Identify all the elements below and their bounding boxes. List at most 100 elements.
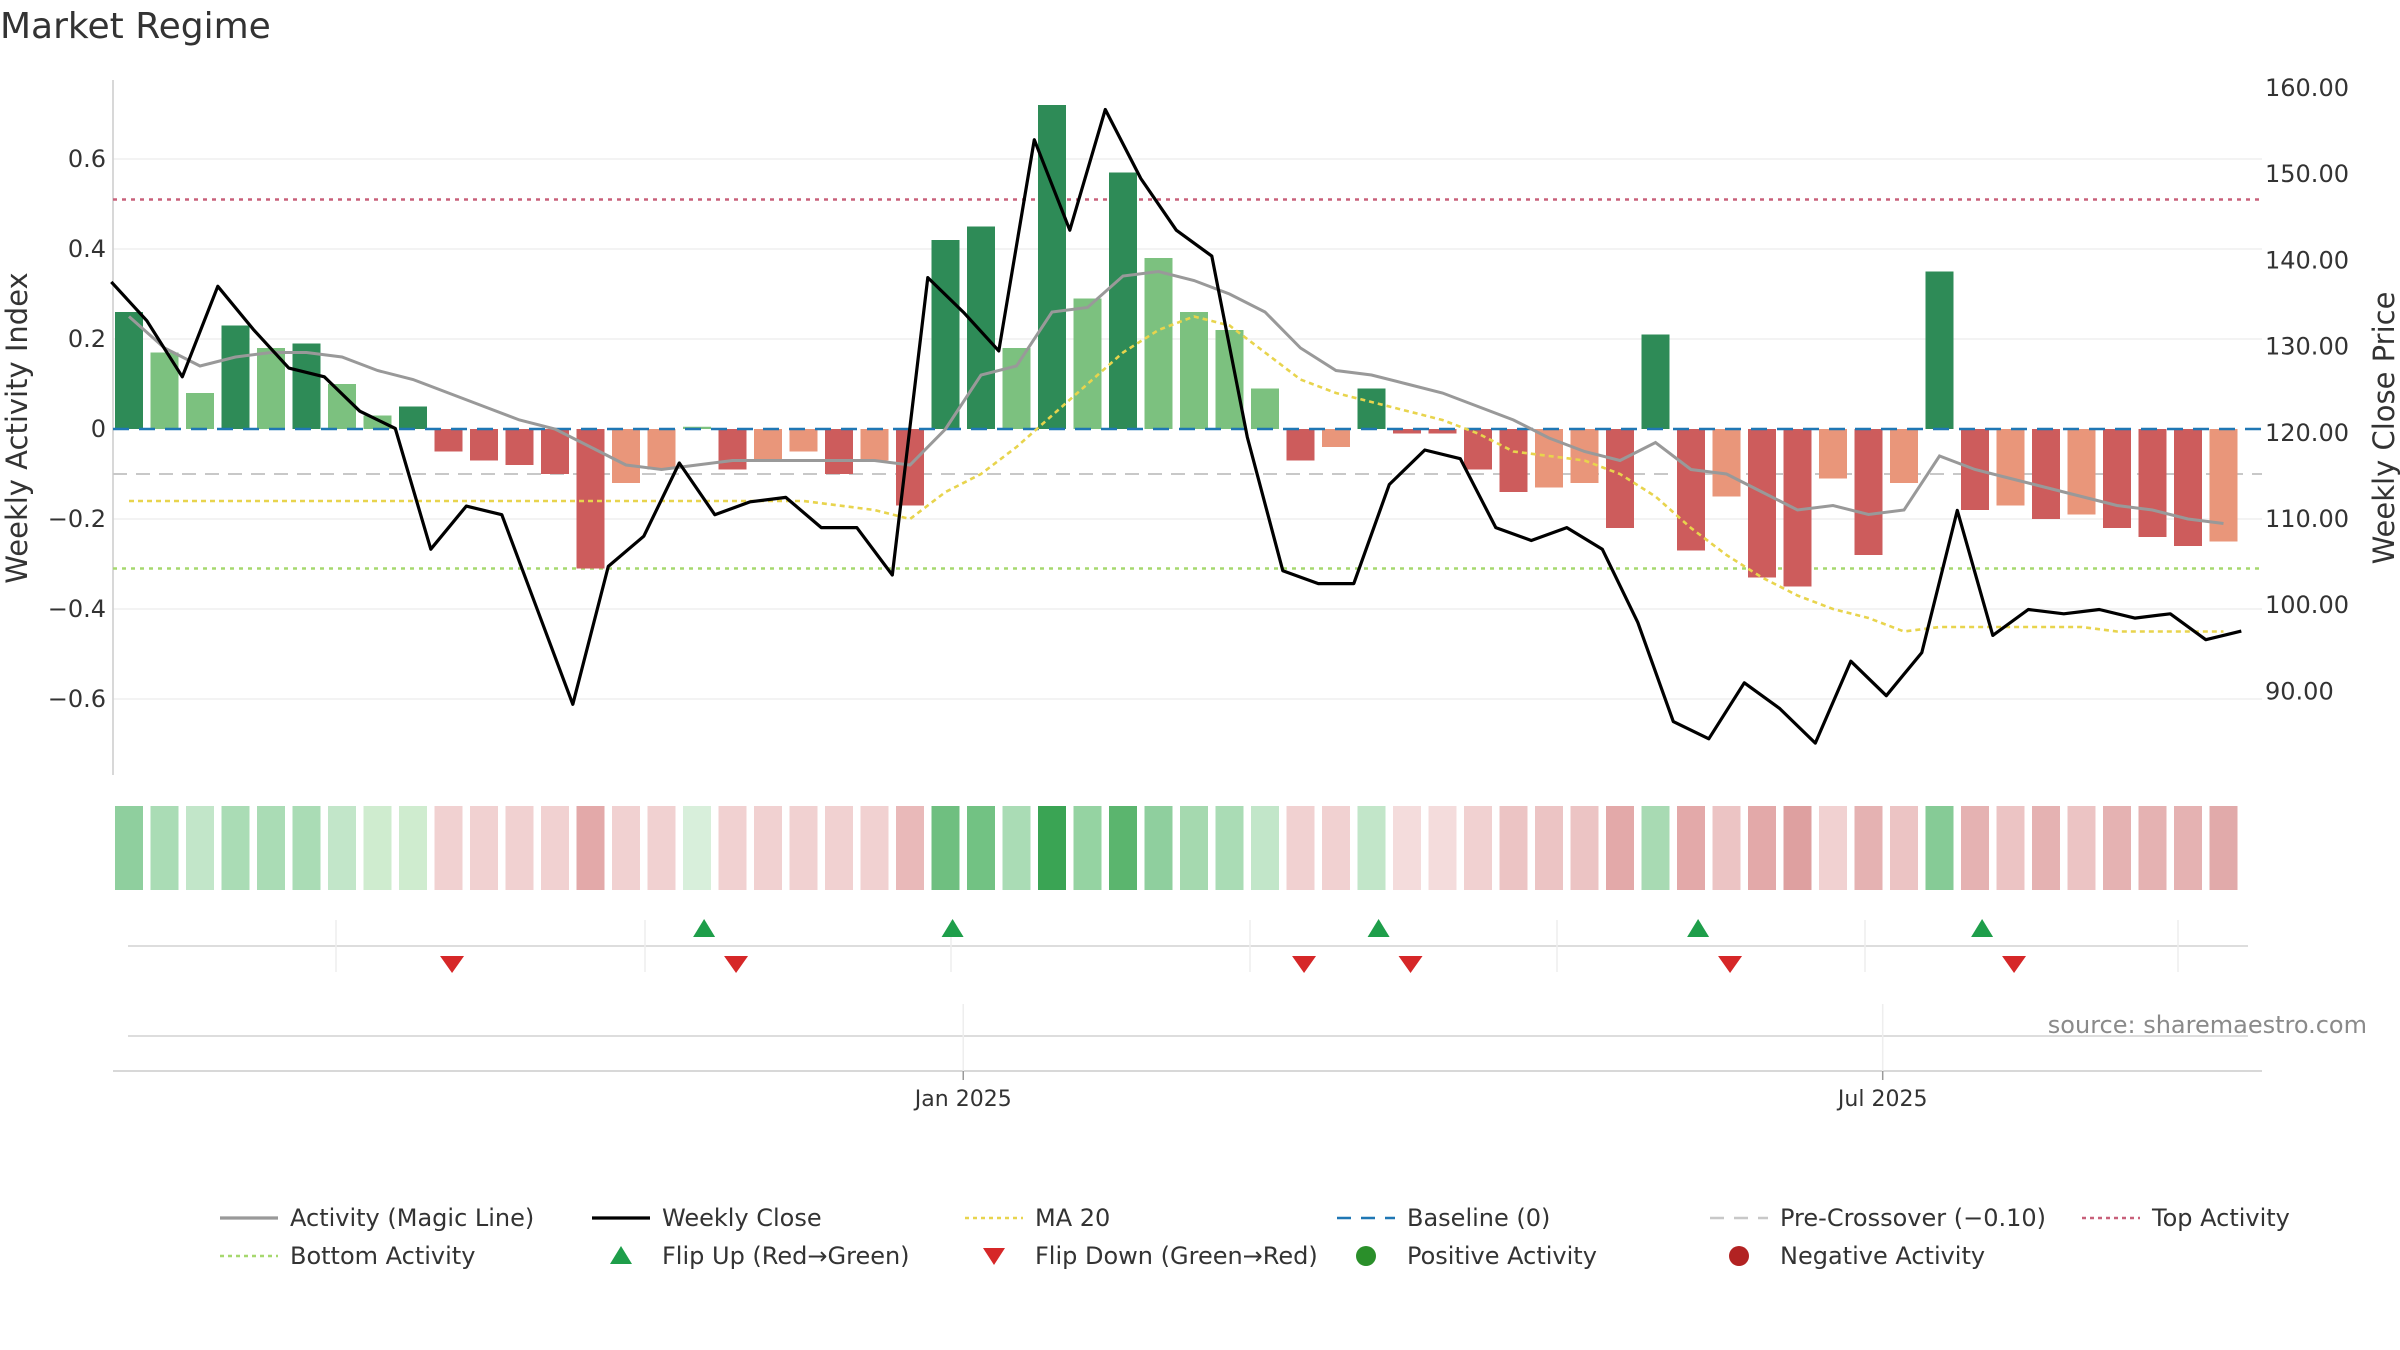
strip-cell-6 <box>328 806 356 890</box>
strip-cell-32 <box>1251 806 1279 890</box>
strip-cell-34 <box>1322 806 1350 890</box>
activity-bar-33 <box>1286 429 1315 461</box>
activity-bar-11 <box>505 429 534 465</box>
activity-bar-48 <box>1819 429 1847 479</box>
legend: Activity (Magic Line) Weekly Close MA 20 Ba… <box>220 1204 2290 1270</box>
strip-cell-37 <box>1428 806 1457 890</box>
regime-strip <box>115 806 2238 890</box>
activity-bar-8 <box>399 406 427 429</box>
activity-bar-43 <box>1641 334 1670 429</box>
strip-cell-36 <box>1393 806 1421 890</box>
legend-label-3: Baseline (0) <box>1407 1204 1550 1232</box>
legend-item-1: Weekly Close <box>592 1204 822 1232</box>
legend-label-2: MA 20 <box>1035 1204 1110 1232</box>
strip-cell-24 <box>967 806 995 890</box>
activity-bar-59 <box>2209 429 2238 542</box>
strip-cell-38 <box>1464 806 1492 890</box>
activity-bar-10 <box>470 429 498 461</box>
legend-item-6: Bottom Activity <box>220 1242 475 1270</box>
strip-cell-19 <box>789 806 818 890</box>
legend-label-6: Bottom Activity <box>290 1242 475 1270</box>
legend-label-4: Pre-Crossover (−0.10) <box>1780 1204 2046 1232</box>
activity-bar-57 <box>2138 429 2167 537</box>
strip-cell-29 <box>1144 806 1173 890</box>
left-tick-6: −0.6 <box>48 685 106 713</box>
activity-bar-20 <box>825 429 853 474</box>
right-tick-3: 130.00 <box>2265 333 2349 361</box>
strip-cell-15 <box>647 806 676 890</box>
activity-bar-32 <box>1251 388 1279 429</box>
ma20-line <box>129 315 2224 633</box>
legend-swatch-9 <box>1356 1246 1376 1266</box>
date-tick-0: Jan 2025 <box>913 1087 1012 1112</box>
activity-bar-37 <box>1428 429 1457 434</box>
strip-cell-58 <box>2174 806 2202 890</box>
legend-label-0: Activity (Magic Line) <box>290 1204 534 1232</box>
strip-cell-41 <box>1570 806 1599 890</box>
flip-down-marker-5 <box>2002 956 2027 973</box>
strip-cell-53 <box>1996 806 2025 890</box>
activity-bar-3 <box>221 325 250 429</box>
legend-swatch-10 <box>1729 1246 1749 1266</box>
flip-down-marker-4 <box>1718 956 1743 973</box>
y-left-label: Weekly Activity Index <box>0 272 34 583</box>
strip-cell-51 <box>1925 806 1954 890</box>
activity-bar-39 <box>1499 429 1528 492</box>
strip-cell-54 <box>2032 806 2060 890</box>
right-tick-6: 100.00 <box>2265 591 2349 619</box>
flip-down-marker-3 <box>1398 956 1423 973</box>
flip-down-marker-0 <box>440 956 465 973</box>
strip-cell-39 <box>1499 806 1528 890</box>
activity-bar-24 <box>967 226 995 429</box>
right-tick-0: 160.00 <box>2265 74 2349 102</box>
legend-item-4: Pre-Crossover (−0.10) <box>1710 1204 2046 1232</box>
activity-bar-29 <box>1144 258 1173 429</box>
activity-bar-25 <box>1002 348 1031 429</box>
legend-label-5: Top Activity <box>2151 1204 2290 1232</box>
strip-cell-12 <box>541 806 569 890</box>
right-tick-1: 150.00 <box>2265 160 2349 188</box>
activity-bar-4 <box>257 348 285 429</box>
left-tick-3: 0 <box>91 415 106 443</box>
activity-bar-45 <box>1712 429 1741 497</box>
activity-bar-18 <box>754 429 782 461</box>
legend-item-3: Baseline (0) <box>1337 1204 1550 1232</box>
activity-bar-26 <box>1038 105 1066 429</box>
strip-cell-27 <box>1073 806 1102 890</box>
strip-cell-55 <box>2067 806 2096 890</box>
strip-cell-17 <box>718 806 747 890</box>
activity-bar-56 <box>2103 429 2131 528</box>
strip-cell-7 <box>363 806 392 890</box>
activity-bar-21 <box>860 429 889 461</box>
magic-line <box>128 269 2224 525</box>
strip-cell-0 <box>115 806 143 890</box>
activity-bar-17 <box>718 429 747 470</box>
activity-bar-14 <box>612 429 640 483</box>
strip-cell-33 <box>1286 806 1315 890</box>
strip-cell-31 <box>1215 806 1244 890</box>
left-tick-1: 0.4 <box>68 235 106 263</box>
activity-bar-27 <box>1073 298 1102 429</box>
left-axis-ticks: 0.6 0.4 0.2 0 −0.2 −0.4 −0.6 <box>48 145 106 713</box>
left-tick-4: −0.2 <box>48 505 106 533</box>
strip-cell-45 <box>1712 806 1741 890</box>
flip-up-marker-0 <box>693 919 716 937</box>
legend-swatch-7 <box>610 1246 632 1264</box>
legend-label-1: Weekly Close <box>662 1204 822 1232</box>
reference-lines <box>113 198 2262 570</box>
activity-bar-30 <box>1180 312 1208 429</box>
activity-bar-42 <box>1606 429 1634 528</box>
strip-cell-22 <box>896 806 924 890</box>
legend-item-9: Positive Activity <box>1356 1242 1597 1270</box>
strip-cell-26 <box>1038 806 1066 890</box>
strip-cell-52 <box>1961 806 1989 890</box>
activity-bar-22 <box>896 429 924 506</box>
flip-down-marker-1 <box>724 956 749 973</box>
activity-bar-54 <box>2032 429 2060 519</box>
series-lines <box>110 107 2262 745</box>
strip-cell-2 <box>186 806 214 890</box>
strip-cell-13 <box>576 806 605 890</box>
legend-label-9: Positive Activity <box>1407 1242 1597 1270</box>
strip-cell-1 <box>150 806 179 890</box>
activity-bar-28 <box>1109 172 1137 429</box>
